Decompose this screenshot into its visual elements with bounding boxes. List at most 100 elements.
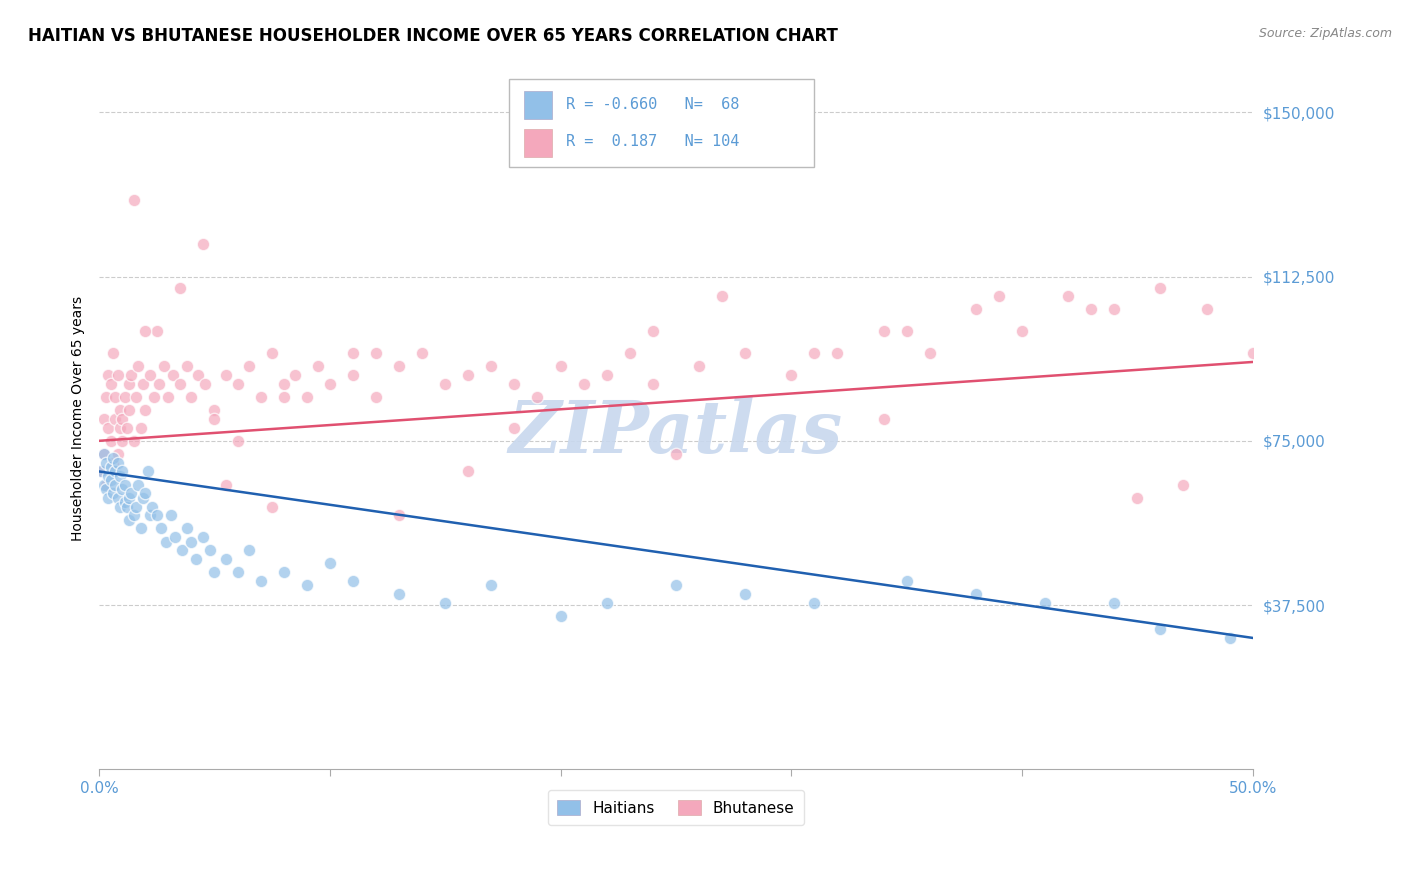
Point <box>90 465 112 479</box>
Point <box>987 289 1010 303</box>
Point <box>550 609 572 624</box>
Point <box>134 403 156 417</box>
Point <box>688 359 710 374</box>
Point <box>184 552 207 566</box>
Point <box>176 359 198 374</box>
Point <box>572 376 595 391</box>
Text: R =  0.187   N= 104: R = 0.187 N= 104 <box>567 134 740 149</box>
Point <box>827 346 849 360</box>
Point <box>896 574 918 588</box>
Point <box>146 508 169 523</box>
Point <box>273 565 295 579</box>
Point <box>1102 596 1125 610</box>
Point <box>204 412 226 426</box>
Point <box>619 346 641 360</box>
Point <box>307 359 329 374</box>
Point <box>100 434 122 448</box>
Point <box>118 403 141 417</box>
Point <box>118 376 141 391</box>
Point <box>111 482 134 496</box>
Point <box>215 477 238 491</box>
Text: ZIPatlas: ZIPatlas <box>509 398 844 468</box>
Point <box>180 390 202 404</box>
Point <box>342 346 364 360</box>
FancyBboxPatch shape <box>523 91 553 119</box>
Point <box>104 412 127 426</box>
Point <box>136 465 159 479</box>
Point <box>134 486 156 500</box>
Point <box>120 368 142 383</box>
Point <box>176 521 198 535</box>
Point <box>159 508 181 523</box>
Point <box>388 359 411 374</box>
Point <box>100 473 122 487</box>
Point <box>101 456 124 470</box>
Point <box>803 346 825 360</box>
Point <box>803 596 825 610</box>
Point <box>111 412 134 426</box>
Text: HAITIAN VS BHUTANESE HOUSEHOLDER INCOME OVER 65 YEARS CORRELATION CHART: HAITIAN VS BHUTANESE HOUSEHOLDER INCOME … <box>28 27 838 45</box>
Point <box>101 346 124 360</box>
Point <box>162 368 184 383</box>
Point <box>108 500 131 514</box>
Point <box>94 482 117 496</box>
Point <box>238 359 260 374</box>
Point <box>93 447 115 461</box>
Point <box>262 346 284 360</box>
FancyBboxPatch shape <box>509 79 814 167</box>
Point <box>127 359 149 374</box>
Point <box>965 302 987 317</box>
Point <box>180 534 202 549</box>
Point <box>169 376 191 391</box>
FancyBboxPatch shape <box>523 128 553 157</box>
Point <box>191 530 214 544</box>
Point <box>249 574 271 588</box>
Point <box>896 324 918 338</box>
Point <box>1011 324 1033 338</box>
Point <box>155 534 177 549</box>
Point <box>1057 289 1080 303</box>
Point <box>115 420 138 434</box>
Point <box>101 486 124 500</box>
Point <box>711 289 734 303</box>
Point <box>93 447 115 461</box>
Point <box>1149 622 1171 636</box>
Point <box>111 434 134 448</box>
Point <box>150 521 173 535</box>
Point <box>108 468 131 483</box>
Point <box>143 390 166 404</box>
Point <box>129 420 152 434</box>
Point <box>342 368 364 383</box>
Point <box>734 587 756 601</box>
Point <box>94 477 117 491</box>
Point <box>1149 280 1171 294</box>
Point <box>388 587 411 601</box>
Point <box>215 368 238 383</box>
Point <box>364 346 387 360</box>
Point <box>104 390 127 404</box>
Point <box>204 565 226 579</box>
Point <box>550 359 572 374</box>
Point <box>503 420 526 434</box>
Point <box>226 565 249 579</box>
Point <box>148 376 170 391</box>
Point <box>342 574 364 588</box>
Point <box>295 578 318 592</box>
Point <box>134 324 156 338</box>
Point <box>129 521 152 535</box>
Point <box>595 596 617 610</box>
Point <box>918 346 941 360</box>
Point <box>1219 631 1241 645</box>
Point <box>191 236 214 251</box>
Point <box>194 376 217 391</box>
Point <box>125 390 148 404</box>
Text: R = -0.660   N=  68: R = -0.660 N= 68 <box>567 97 740 112</box>
Point <box>780 368 803 383</box>
Point <box>114 495 136 509</box>
Point <box>204 403 226 417</box>
Point <box>97 491 120 505</box>
Point <box>115 500 138 514</box>
Point <box>273 376 295 391</box>
Point <box>118 513 141 527</box>
Point <box>284 368 307 383</box>
